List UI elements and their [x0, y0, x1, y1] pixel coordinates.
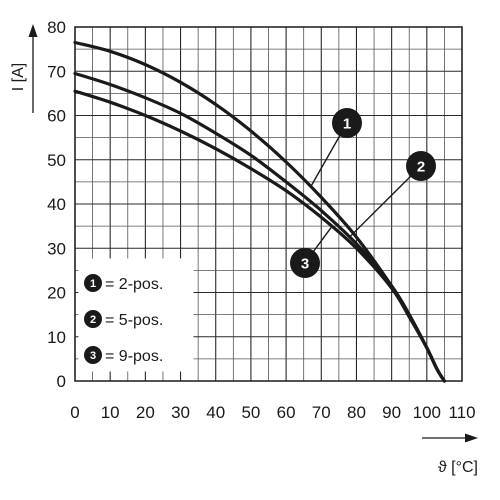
x-tick-label: 90	[382, 403, 401, 422]
x-axis-label: ϑ [°C]	[438, 459, 478, 476]
x-tick-label: 70	[312, 403, 331, 422]
legend-marker-label: 1	[90, 278, 96, 290]
plot-frame	[74, 26, 463, 382]
callout-leader-2	[348, 165, 422, 238]
legend-entry: = 2-pos.	[105, 276, 163, 293]
x-tick-label: 100	[413, 403, 441, 422]
x-tick-label: 10	[101, 403, 120, 422]
y-tick-label: 40	[47, 195, 66, 214]
y-tick-label: 20	[47, 284, 66, 303]
legend-marker-2	[84, 310, 102, 328]
series-layer	[73, 40, 446, 383]
y-tick-label: 50	[47, 151, 66, 170]
legend-entry: = 9-pos.	[105, 348, 163, 365]
legend-marker-3	[84, 346, 102, 364]
callout-badge-label: 1	[343, 116, 351, 133]
y-tick-label: 70	[47, 62, 66, 81]
axis-arrows	[28, 24, 478, 443]
legend-marker-1	[84, 274, 102, 292]
y-tick-label: 0	[57, 372, 66, 391]
callouts: 1 2 3	[290, 108, 436, 278]
grid	[74, 26, 463, 382]
x-tick-label: 20	[136, 403, 155, 422]
x-tick-label: 80	[347, 403, 366, 422]
legend-marker-label: 2	[90, 314, 96, 326]
y-tick-label: 80	[47, 18, 66, 37]
x-tick-label: 110	[448, 403, 475, 422]
series-line-3	[73, 89, 446, 383]
legend-marker-label: 3	[90, 350, 96, 362]
legend-entry: = 5-pos.	[105, 312, 163, 329]
callout-badge-label: 2	[417, 159, 425, 176]
callout-badge-label: 3	[301, 256, 309, 273]
x-tick-label: 30	[171, 403, 190, 422]
callout-badge-2	[406, 151, 436, 181]
x-tick-label: 40	[206, 403, 225, 422]
callout-badge-1	[332, 108, 362, 138]
x-tick-label: 50	[241, 403, 260, 422]
legend: 1 = 2-pos. 2 = 5-pos. 3 = 9-pos.	[78, 258, 194, 372]
callout-badge-3	[290, 248, 320, 278]
y-tick-label: 60	[47, 107, 66, 126]
x-tick-label: 0	[70, 403, 79, 422]
x-axis-arrow-head	[465, 433, 478, 443]
ticks: 0 10 20 30 40 50 60 70 80 90 100 110 0 10 20 30 40 50 60 70…	[47, 18, 475, 422]
y-axis-arrow-head	[28, 24, 38, 37]
y-tick-label: 30	[47, 239, 66, 258]
y-axis-label: I [A]	[10, 63, 27, 91]
x-tick-label: 60	[277, 403, 296, 422]
y-tick-label: 10	[47, 328, 66, 347]
